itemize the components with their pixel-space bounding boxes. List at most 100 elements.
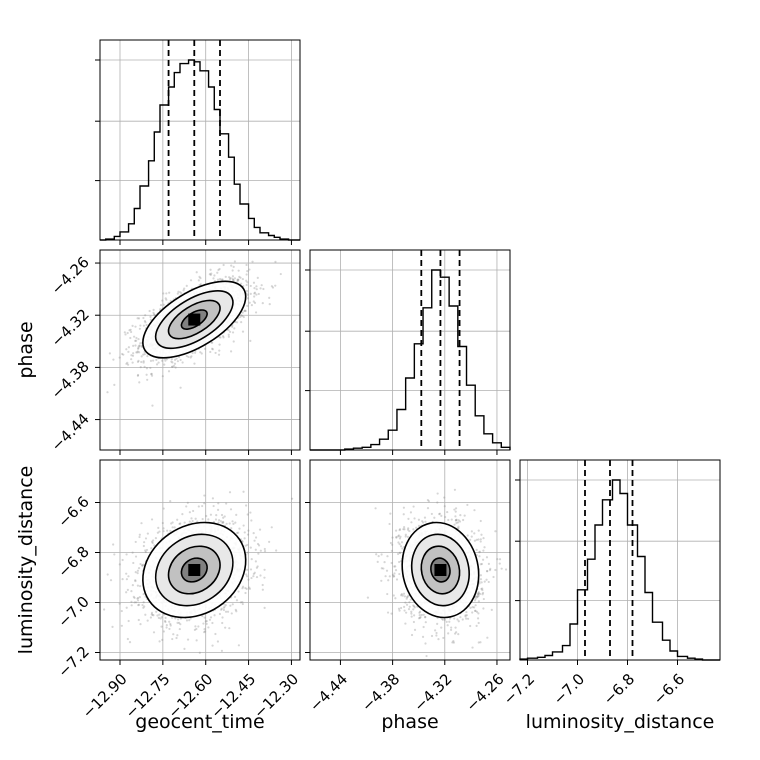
histogram-bin — [160, 105, 169, 240]
sample-point — [409, 511, 413, 514]
sample-point — [477, 529, 480, 532]
sample-point — [161, 375, 164, 378]
histogram-bin — [220, 134, 229, 240]
sample-point — [227, 328, 230, 332]
sample-point — [401, 594, 404, 597]
sample-point — [430, 512, 433, 516]
density-layer — [103, 490, 294, 654]
sample-point — [163, 619, 167, 623]
sample-point — [259, 287, 262, 290]
sample-point — [213, 614, 216, 617]
sample-point — [424, 520, 427, 523]
sample-point — [481, 588, 484, 592]
sample-point — [151, 404, 154, 407]
sample-point — [146, 378, 149, 381]
sample-point — [389, 512, 392, 515]
sample-point — [456, 521, 460, 524]
sample-point — [198, 651, 201, 654]
sample-point — [212, 504, 215, 508]
sample-point — [216, 271, 219, 274]
sample-point — [137, 359, 140, 362]
sample-point — [479, 578, 483, 581]
density-layer — [106, 260, 282, 407]
sample-point — [228, 627, 231, 630]
sample-point — [170, 522, 173, 525]
sample-point — [125, 553, 128, 556]
sample-point — [176, 518, 179, 521]
sample-point — [138, 327, 141, 330]
sample-point — [168, 627, 171, 631]
sample-point — [145, 323, 148, 327]
sample-point — [221, 278, 224, 281]
sample-point — [454, 510, 457, 513]
sample-point — [477, 612, 480, 615]
sample-point — [210, 272, 213, 275]
sample-point — [124, 333, 127, 336]
sample-point — [245, 273, 248, 276]
histogram-step-phase — [310, 269, 511, 451]
sample-point — [244, 504, 248, 507]
sample-point — [165, 623, 168, 627]
sample-point — [253, 295, 256, 298]
sample-point — [435, 634, 438, 637]
sample-point — [222, 606, 225, 609]
sample-point — [138, 596, 141, 599]
sample-point — [235, 610, 238, 613]
sample-point — [380, 579, 383, 582]
sample-point — [219, 520, 223, 523]
sample-point — [231, 331, 235, 334]
sample-point — [171, 616, 174, 619]
sample-point — [137, 346, 140, 350]
sample-point — [461, 618, 464, 621]
histogram-bin — [380, 439, 389, 450]
sample-point — [243, 537, 246, 540]
sample-point — [244, 591, 247, 595]
sample-point — [169, 622, 172, 626]
sample-point — [125, 572, 128, 575]
sample-point — [175, 636, 178, 640]
sample-point — [241, 585, 245, 588]
histogram-bin — [229, 157, 235, 240]
sample-point — [134, 344, 137, 347]
sample-point — [138, 351, 141, 354]
sample-point — [139, 622, 142, 626]
sample-point — [254, 560, 257, 563]
sample-point — [235, 599, 239, 602]
sample-point — [180, 292, 183, 295]
sample-point — [203, 616, 206, 619]
sample-point — [214, 351, 217, 355]
sample-point — [376, 560, 379, 564]
sample-point — [471, 606, 474, 609]
sample-point — [152, 359, 155, 362]
sample-point — [386, 555, 389, 558]
sample-point — [192, 509, 195, 513]
sample-point — [130, 358, 133, 361]
sample-point — [477, 594, 480, 597]
sample-point — [144, 613, 147, 616]
histogram-bin — [200, 71, 209, 240]
sample-point — [413, 606, 416, 609]
sample-point — [228, 522, 231, 525]
histogram-step-geocent_time — [100, 59, 300, 241]
sample-point — [126, 331, 129, 335]
sample-point — [179, 386, 182, 389]
sample-point — [250, 576, 253, 580]
sample-point — [268, 296, 271, 299]
sample-point — [169, 624, 172, 627]
x-axis-label-geocent_time: geocent_time — [135, 711, 264, 733]
sample-point — [275, 549, 278, 552]
y-tick-label: −4.44 — [48, 410, 93, 455]
sample-point — [472, 606, 476, 609]
sample-point — [366, 596, 370, 599]
sample-point — [211, 644, 214, 647]
sample-point — [229, 350, 233, 353]
sample-point — [250, 558, 253, 561]
sample-point — [186, 638, 190, 641]
sample-point — [261, 583, 264, 587]
sample-point — [405, 603, 409, 606]
sample-point — [270, 526, 273, 529]
sample-point — [238, 527, 241, 530]
sample-point — [194, 517, 197, 520]
sample-point — [143, 320, 147, 323]
